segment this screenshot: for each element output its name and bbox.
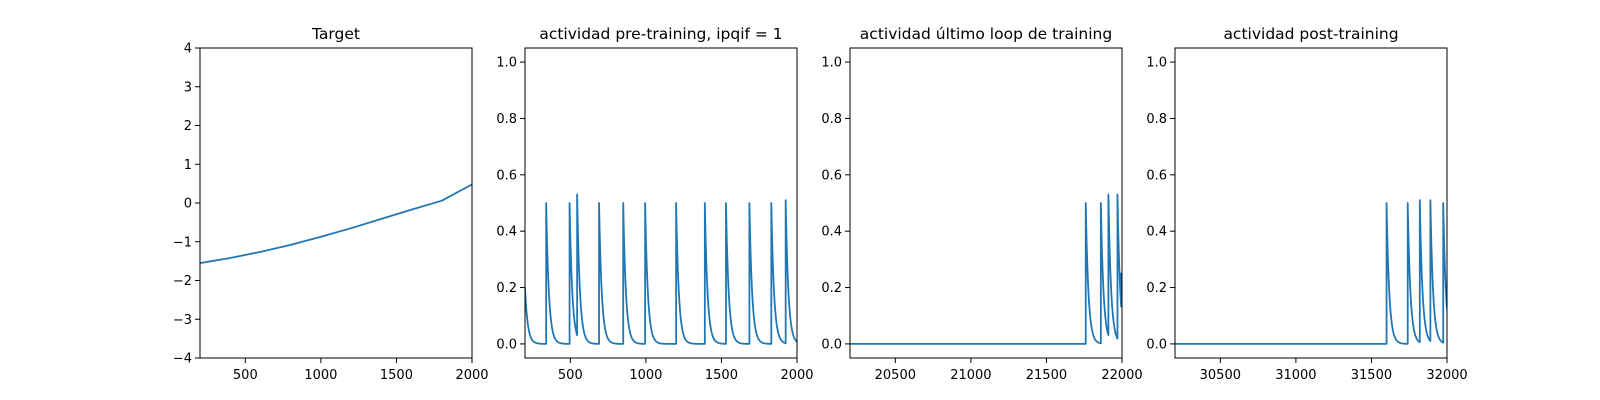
x-tick-label: 21000 xyxy=(950,368,991,383)
y-tick-label: 2 xyxy=(184,119,192,134)
y-tick-label: −4 xyxy=(173,352,192,367)
chart-title: actividad último loop de training xyxy=(860,25,1112,43)
x-tick-label: 30500 xyxy=(1200,368,1241,383)
y-tick-label: 1 xyxy=(184,158,192,173)
y-tick-label: 0.6 xyxy=(1146,168,1167,183)
axes-frame xyxy=(1174,47,1448,359)
x-tick-label: 500 xyxy=(233,368,258,383)
x-tick-label: 32000 xyxy=(1426,368,1467,383)
axes-frame xyxy=(524,47,798,359)
y-tick-label: 1.0 xyxy=(1146,56,1167,71)
y-tick-label: 0.4 xyxy=(821,225,842,240)
y-tick-label: 0.2 xyxy=(821,281,842,296)
y-tick-label: 0.4 xyxy=(1146,225,1167,240)
x-tick-label: 22000 xyxy=(1101,368,1142,383)
panel-post-training: actividad post-training 30500 31000 31500 32… xyxy=(1146,25,1467,383)
x-tick-label: 31000 xyxy=(1275,368,1316,383)
y-tick-label: −2 xyxy=(173,274,192,289)
x-tick-label: 1500 xyxy=(380,368,413,383)
y-tick-label: 0.8 xyxy=(821,112,842,127)
x-tick-label: 2000 xyxy=(780,368,813,383)
panel-pre-training: actividad pre-training, ipqif = 1 500 1000… xyxy=(496,25,813,383)
series-line xyxy=(525,193,797,345)
x-tick-label: 1500 xyxy=(705,368,738,383)
y-tick-label: 0.2 xyxy=(496,281,517,296)
x-tick-label: 31500 xyxy=(1351,368,1392,383)
series-line xyxy=(1175,199,1447,345)
chart-title: actividad pre-training, ipqif = 1 xyxy=(539,25,782,43)
y-tick-label: 0.4 xyxy=(496,225,517,240)
y-tick-label: 4 xyxy=(184,42,192,57)
panel-last-training-loop: actividad último loop de training 20500 21… xyxy=(821,25,1142,383)
axes-frame xyxy=(849,47,1123,359)
x-tick-label: 500 xyxy=(558,368,583,383)
y-tick-label: 1.0 xyxy=(496,56,517,71)
x-tick-label: 20500 xyxy=(875,368,916,383)
series-line xyxy=(200,183,472,264)
x-tick-label: 21500 xyxy=(1026,368,1067,383)
x-tick-label: 1000 xyxy=(304,368,337,383)
y-tick-label: −3 xyxy=(173,313,192,328)
panel-target: Target 500 1000 1500 2000 −4 −3 −2 −1 0 1 2 3 4 xyxy=(173,25,489,383)
x-tick-label: 1000 xyxy=(629,368,662,383)
y-tick-label: 3 xyxy=(184,80,192,95)
chart-title: actividad post-training xyxy=(1223,25,1398,43)
y-tick-label: 0.6 xyxy=(821,168,842,183)
y-tick-label: 0.6 xyxy=(496,168,517,183)
series-line xyxy=(850,193,1122,345)
y-tick-label: 0.0 xyxy=(1146,337,1167,352)
chart-title: Target xyxy=(311,25,360,43)
y-tick-label: −1 xyxy=(173,235,192,250)
y-tick-label: 0.8 xyxy=(496,112,517,127)
y-tick-label: 0 xyxy=(184,197,192,212)
x-tick-label: 2000 xyxy=(455,368,488,383)
y-tick-label: 0.2 xyxy=(1146,281,1167,296)
y-tick-label: 1.0 xyxy=(821,56,842,71)
y-tick-label: 0.0 xyxy=(496,337,517,352)
y-tick-label: 0.0 xyxy=(821,337,842,352)
y-tick-label: 0.8 xyxy=(1146,112,1167,127)
